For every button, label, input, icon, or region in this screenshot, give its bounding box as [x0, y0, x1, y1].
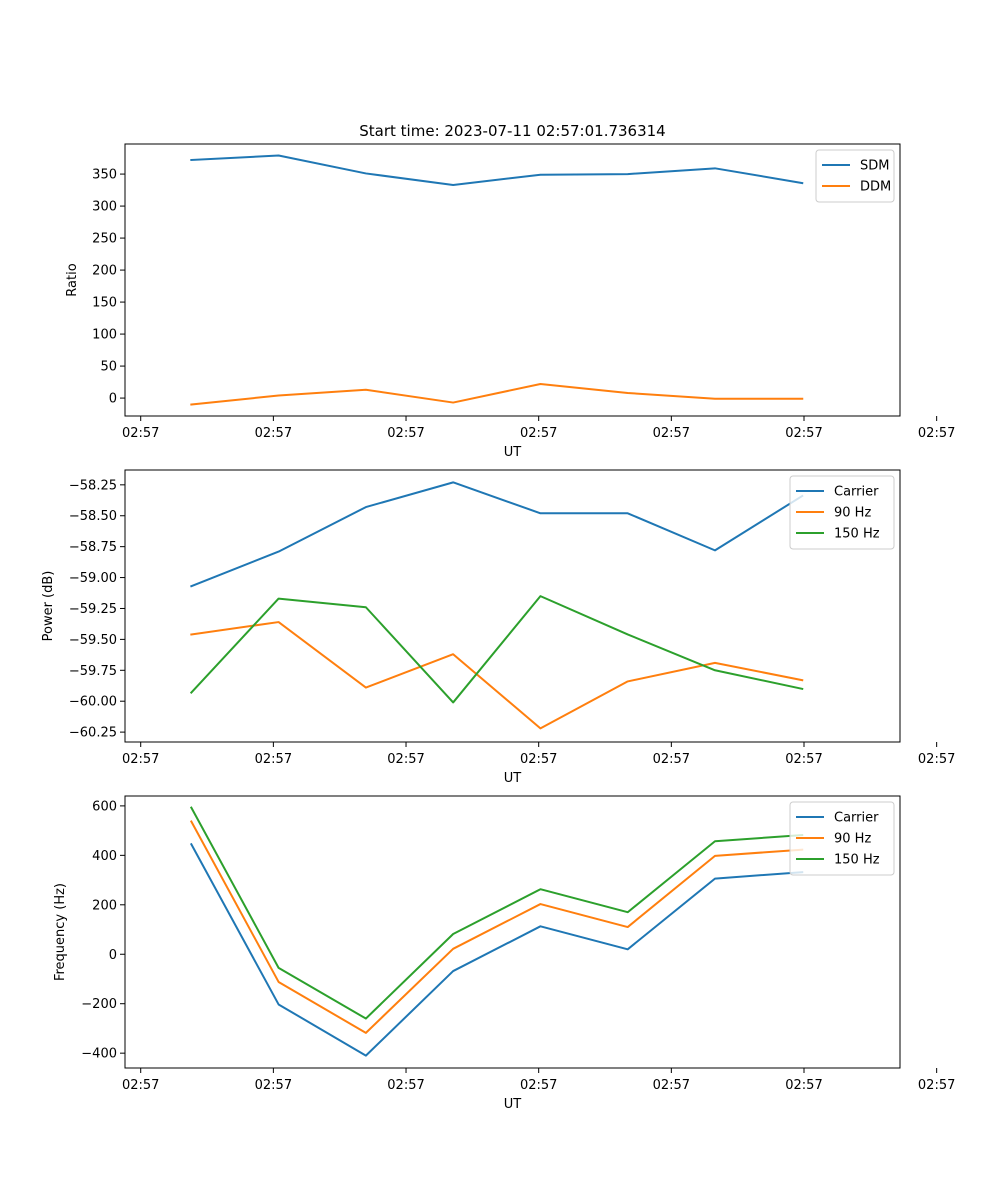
chart-panel-1: Start time: 2023-07-11 02:57:01.73631402… [65, 122, 955, 460]
legend-box [789, 801, 895, 876]
x-tick-label: 02:57 [520, 426, 557, 441]
legend-label: 90 Hz [834, 506, 871, 521]
axes-frame [124, 469, 901, 743]
y-tick-label: 150 [92, 296, 117, 311]
series-line-carrier [190, 481, 804, 588]
chart-title: Start time: 2023-07-11 02:57:01.736314 [359, 122, 665, 140]
x-tick-label: 02:57 [918, 752, 955, 767]
legend-box [815, 149, 895, 203]
x-tick-label: 02:57 [918, 426, 955, 441]
y-tick-label: −59.00 [69, 571, 117, 586]
x-axis-label: UT [504, 445, 522, 460]
y-tick-label: −400 [81, 1047, 117, 1062]
legend-label: Carrier [834, 811, 879, 826]
x-tick-label: 02:57 [653, 1078, 690, 1093]
x-tick-label: 02:57 [255, 426, 292, 441]
y-tick-label: 600 [92, 799, 117, 814]
series-line-150-hz [189, 806, 804, 1020]
x-tick-label: 02:57 [387, 1078, 424, 1093]
series-line-carrier [189, 842, 804, 1057]
y-tick-label: −60.00 [69, 695, 117, 710]
y-tick-label: 0 [109, 392, 117, 407]
series-line-90-hz [190, 621, 804, 730]
x-tick-label: 02:57 [653, 426, 690, 441]
x-tick-label: 02:57 [255, 752, 292, 767]
y-tick-label: 200 [92, 898, 117, 913]
y-tick-label: 400 [92, 849, 117, 864]
x-tick-label: 02:57 [255, 1078, 292, 1093]
series-line-150-hz [189, 595, 804, 704]
y-axis-label: Frequency (Hz) [53, 883, 68, 981]
legend-label: 150 Hz [834, 853, 880, 868]
y-tick-label: −200 [81, 997, 117, 1012]
chart-panel-2: 02:57 02:57 02:57 02:57 02:57 02:57 02:57 −60.2… [41, 469, 955, 786]
legend-label: DDM [860, 180, 891, 195]
x-axis-label: UT [504, 771, 522, 786]
y-tick-label: −59.75 [69, 664, 117, 679]
y-tick-label: −58.50 [69, 509, 117, 524]
x-tick-label: 02:57 [653, 752, 690, 767]
x-tick-label: 02:57 [122, 752, 159, 767]
y-tick-label: 300 [92, 200, 117, 215]
legend-box [789, 475, 895, 550]
y-tick-label: −58.25 [69, 478, 117, 493]
legend-label: Carrier [834, 485, 879, 500]
y-tick-label: 50 [100, 360, 117, 375]
legend: Carrier 90 Hz 150 Hz [789, 475, 895, 550]
y-tick-label: 250 [92, 232, 117, 247]
axes-frame [124, 143, 901, 417]
y-tick-label: 200 [92, 264, 117, 279]
legend-label: 150 Hz [834, 527, 880, 542]
y-axis-label: Power (dB) [41, 571, 56, 642]
x-tick-label: 02:57 [918, 1078, 955, 1093]
y-tick-label: −58.75 [69, 540, 117, 555]
y-axis-label: Ratio [65, 263, 80, 296]
x-tick-label: 02:57 [122, 1078, 159, 1093]
y-tick-label: 0 [109, 948, 117, 963]
x-tick-label: 02:57 [785, 752, 822, 767]
y-tick-label: −60.25 [69, 726, 117, 741]
series-line-sdm [190, 154, 804, 186]
series-line-90-hz [189, 820, 804, 1034]
y-tick-label: 100 [92, 328, 117, 343]
x-tick-label: 02:57 [785, 1078, 822, 1093]
x-tick-label: 02:57 [785, 426, 822, 441]
y-tick-label: −59.50 [69, 633, 117, 648]
x-tick-label: 02:57 [520, 752, 557, 767]
legend-label: SDM [860, 159, 889, 174]
x-tick-label: 02:57 [122, 426, 159, 441]
chart-panel-3: 02:57 02:57 02:57 02:57 02:57 02:57 02:57 −400 −… [53, 795, 955, 1112]
x-axis-label: UT [504, 1097, 522, 1112]
y-tick-label: 350 [92, 168, 117, 183]
series-line-ddm [190, 383, 804, 406]
x-tick-label: 02:57 [387, 752, 424, 767]
legend: SDM DDM [815, 149, 895, 203]
legend-label: 90 Hz [834, 832, 871, 847]
x-tick-label: 02:57 [520, 1078, 557, 1093]
axes-frame [124, 795, 901, 1069]
legend: Carrier 90 Hz 150 Hz [789, 801, 895, 876]
y-tick-label: −59.25 [69, 602, 117, 617]
x-tick-label: 02:57 [387, 426, 424, 441]
